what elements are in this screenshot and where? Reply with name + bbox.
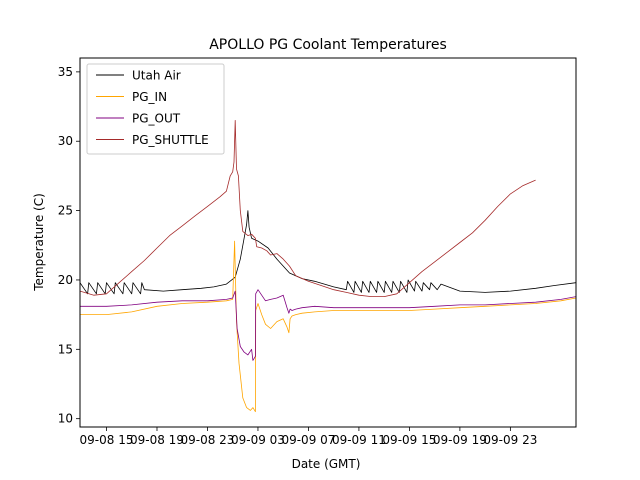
legend-label: PG_OUT <box>132 112 181 126</box>
plot-area <box>80 120 576 413</box>
legend-label: Utah Air <box>132 69 181 83</box>
x-tick-label: 09-09 15 <box>382 433 436 447</box>
y-tick-label: 25 <box>58 204 73 218</box>
legend: Utah Air PG_IN PG_OUT PG_SHUTTLE <box>86 63 225 155</box>
y-tick-label: 35 <box>58 65 73 79</box>
x-tick-label: 09-09 03 <box>231 433 285 447</box>
x-tick-label: 09-09 19 <box>433 433 487 447</box>
series-lines <box>80 120 576 413</box>
x-tick-label: 09-09 11 <box>332 433 386 447</box>
chart-title: APOLLO PG Coolant Temperatures <box>209 37 447 53</box>
y-tick-label: 30 <box>58 134 73 148</box>
y-axis-label: Temperature (C) <box>32 193 46 292</box>
x-tick-label: 09-08 19 <box>130 433 184 447</box>
x-tick-label: 09-09 23 <box>483 433 537 447</box>
legend-label: PG_IN <box>132 90 167 104</box>
x-tick-label: 09-08 15 <box>80 433 134 447</box>
series-line-pg-in <box>80 240 576 413</box>
x-tick-label: 09-09 07 <box>281 433 335 447</box>
series-line-utah-air <box>80 210 576 295</box>
x-tick-label: 09-08 23 <box>180 433 234 447</box>
y-tick-label: 10 <box>58 412 73 426</box>
series-line-pg-out <box>80 289 576 361</box>
legend-label: PG_SHUTTLE <box>132 133 209 147</box>
legend-box <box>86 63 225 155</box>
series-line-pg-shuttle <box>80 120 536 297</box>
y-tick-label: 20 <box>58 273 73 287</box>
axes-frame <box>79 57 577 428</box>
x-axis-label: Date (GMT) <box>292 457 361 471</box>
y-tick-label: 15 <box>58 342 73 356</box>
